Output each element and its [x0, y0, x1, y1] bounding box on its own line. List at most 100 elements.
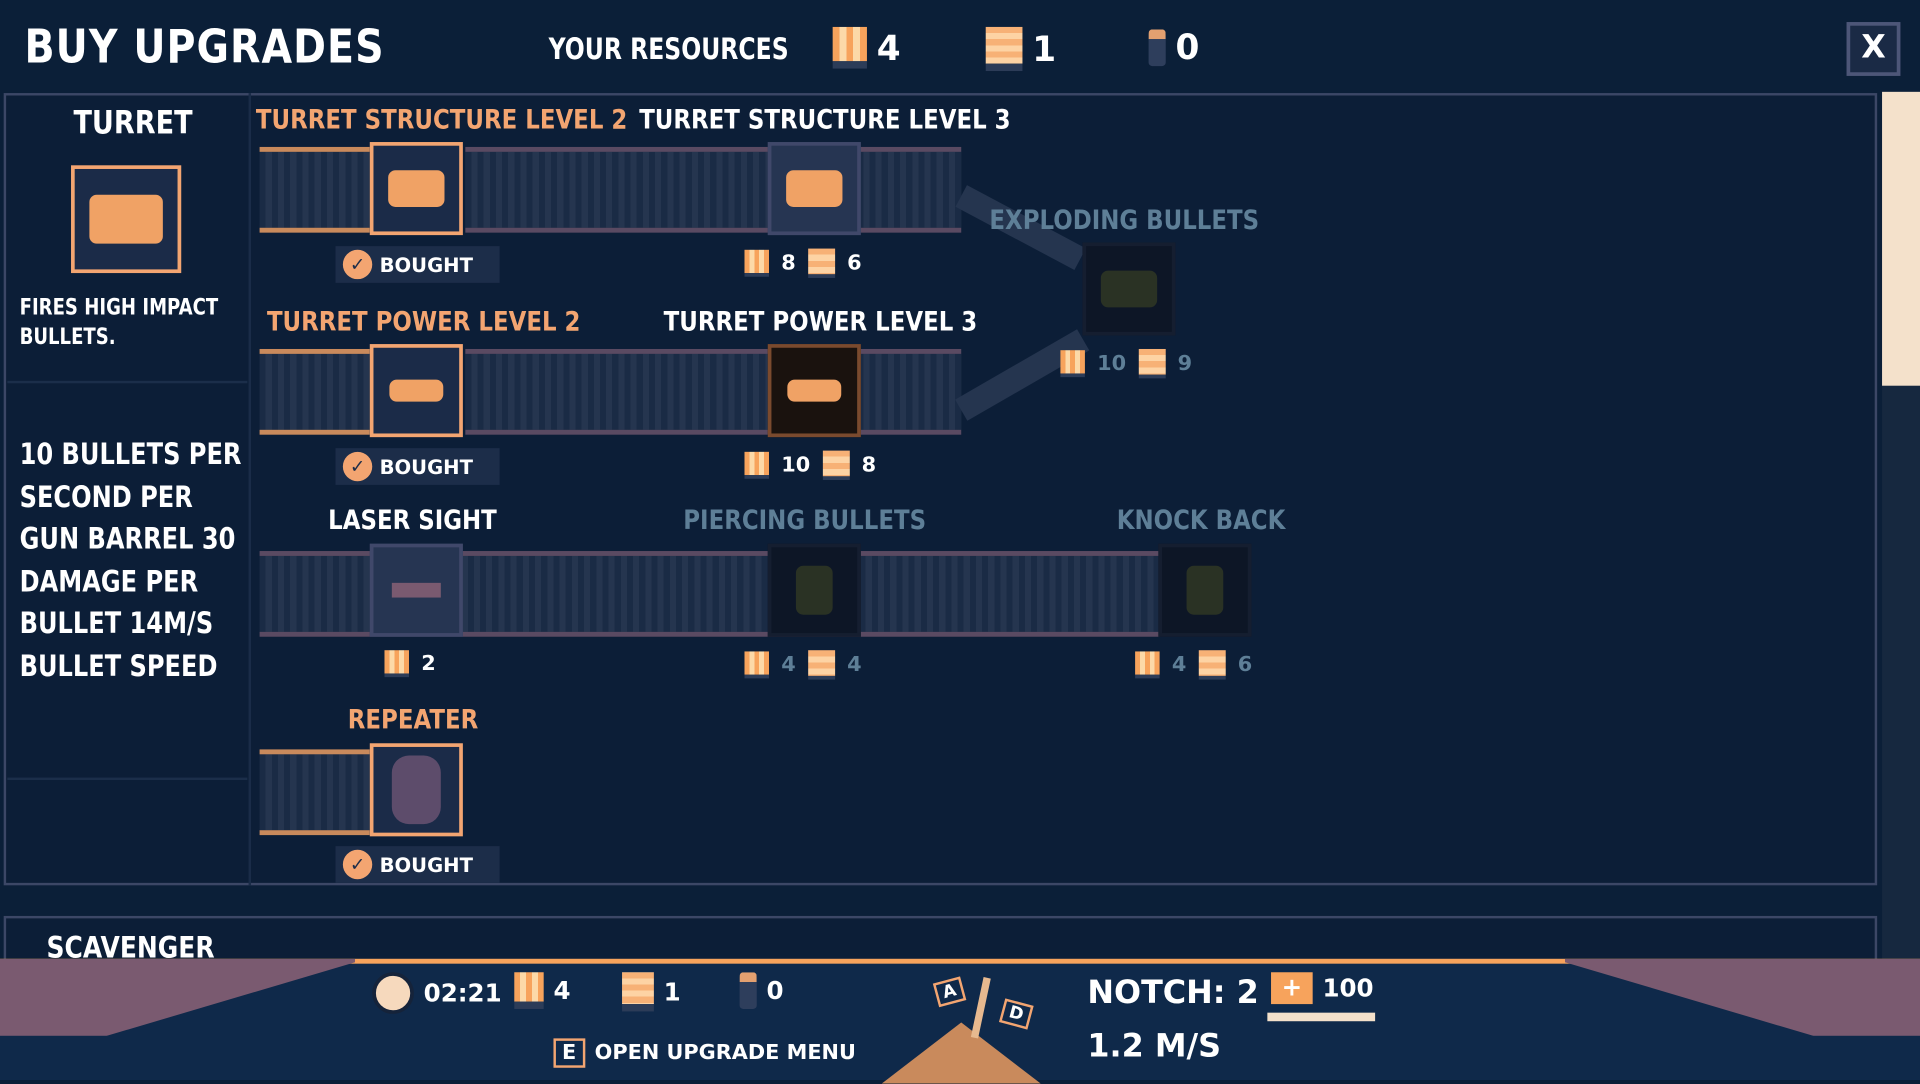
- rail: [259, 348, 370, 435]
- bullets-icon: [514, 972, 544, 1009]
- badge-label: BOUGHT: [379, 252, 473, 277]
- upgrade-title: TURRET STRUCTURE LEVEL 3: [639, 105, 1011, 136]
- upgrade-cost: 2: [384, 650, 436, 678]
- badge-label: BOUGHT: [379, 454, 473, 479]
- rail: [259, 146, 370, 233]
- upgrade-turret-power-3[interactable]: [767, 344, 861, 438]
- upgrade-laser-sight[interactable]: [369, 543, 463, 637]
- close-button[interactable]: X: [1846, 22, 1901, 76]
- cost-wood: 9: [1177, 351, 1193, 376]
- wood-value: 1: [663, 977, 681, 1007]
- wood-icon: [622, 972, 654, 1012]
- upgrade-turret-structure-2[interactable]: [369, 142, 463, 236]
- upgrade-cost: 10 8: [744, 450, 877, 481]
- upgrade-title: EXPLODING BULLETS: [989, 205, 1260, 237]
- check-icon: ✓: [342, 849, 373, 880]
- rail: [465, 348, 962, 435]
- turret-description: FIRES HIGH IMPACT BULLETS.: [19, 295, 219, 351]
- bullets-count: 4: [876, 27, 901, 68]
- wood-count: 1: [1032, 28, 1057, 70]
- upgrade-knock-back[interactable]: [1158, 543, 1252, 637]
- people-count: 0: [1175, 26, 1200, 68]
- wood-icon: [822, 450, 850, 481]
- wood-icon: [1198, 650, 1226, 680]
- upgrade-title: REPEATER: [347, 705, 479, 736]
- wood-icon: [1138, 348, 1166, 379]
- cost-bullets: 10: [781, 453, 811, 478]
- time-value: 02:21: [423, 978, 502, 1008]
- bullets-value: 4: [553, 975, 571, 1006]
- rail: [259, 749, 370, 836]
- turret-stats: 10 BULLETS PER SECOND PER GUN BARREL 30 …: [19, 437, 242, 683]
- turret-info: [4, 93, 252, 886]
- badge-label: BOUGHT: [379, 852, 473, 877]
- upgrade-piercing-bullets[interactable]: [767, 543, 861, 637]
- cost-wood: 8: [861, 453, 877, 478]
- turret-name: TURRET: [73, 105, 193, 143]
- bought-badge: ✓ BOUGHT: [335, 246, 500, 283]
- hud-health: +100: [1271, 972, 1374, 1005]
- cost-wood: 6: [1237, 652, 1253, 678]
- cost-wood: 6: [847, 251, 862, 276]
- page-title: BUY UPGRADES: [24, 19, 385, 74]
- health-bar: [1267, 1012, 1376, 1022]
- cost-bullets: 10: [1097, 351, 1127, 376]
- bought-badge: ✓ BOUGHT: [335, 448, 500, 485]
- upgrade-exploding-bullets[interactable]: [1082, 242, 1176, 336]
- turret-icon: [71, 165, 182, 274]
- upgrade-title: TURRET POWER LEVEL 2: [266, 307, 581, 338]
- upgrade-title: TURRET STRUCTURE LEVEL 2: [255, 105, 628, 136]
- wood-icon: [807, 650, 835, 680]
- upgrade-turret-power-2[interactable]: [369, 344, 463, 438]
- clock-icon: [372, 972, 414, 1014]
- bullets-icon: [832, 26, 867, 69]
- hud-bullets: 4: [514, 972, 571, 1009]
- check-icon: ✓: [342, 249, 373, 280]
- hud-people: 0: [739, 972, 784, 1009]
- bought-badge: ✓ BOUGHT: [335, 846, 500, 883]
- cost-bullets: 4: [1171, 652, 1187, 678]
- upgrade-title: LASER SIGHT: [328, 505, 497, 537]
- cost-bullets: 2: [421, 651, 436, 676]
- resource-wood: 1: [985, 26, 1057, 72]
- divider: [7, 380, 248, 384]
- wood-icon: [985, 26, 1023, 72]
- resources-label: YOUR RESOURCES: [548, 31, 789, 67]
- upgrade-title: PIERCING BULLETS: [683, 505, 927, 537]
- hud-timer: 02:21: [372, 972, 502, 1014]
- bullets-icon: [744, 451, 769, 479]
- scrollbar-thumb[interactable]: [1882, 91, 1920, 386]
- person-icon: [1148, 28, 1166, 66]
- e-key-icon: E: [553, 1038, 585, 1068]
- hud-wood: 1: [622, 972, 681, 1012]
- rail: [465, 146, 962, 233]
- bullets-icon: [744, 651, 769, 679]
- bullets-icon: [1060, 350, 1085, 378]
- upgrade-turret-structure-3[interactable]: [767, 142, 861, 236]
- cost-wood: 4: [847, 652, 862, 678]
- resource-bullets: 4: [832, 26, 901, 69]
- speed-label: 1.2 M/S: [1087, 1028, 1222, 1066]
- hint-label: OPEN UPGRADE MENU: [594, 1040, 856, 1066]
- health-value: 100: [1322, 973, 1374, 1003]
- cost-bullets: 4: [781, 652, 796, 678]
- bullets-icon: [1135, 651, 1160, 679]
- cost-bullets: 8: [781, 251, 796, 276]
- notch-label: NOTCH: 2: [1087, 974, 1259, 1012]
- resource-people: 0: [1148, 26, 1200, 68]
- upgrade-title: TURRET POWER LEVEL 3: [663, 307, 978, 338]
- people-value: 0: [766, 975, 784, 1006]
- upgrade-cost: 10 9: [1060, 348, 1193, 379]
- divider: [7, 777, 248, 781]
- check-icon: ✓: [342, 451, 373, 482]
- health-icon: +: [1271, 972, 1313, 1005]
- open-upgrade-hint[interactable]: E OPEN UPGRADE MENU: [553, 1038, 856, 1068]
- upgrade-repeater[interactable]: [369, 743, 463, 837]
- bullets-icon: [384, 650, 409, 678]
- bullets-icon: [744, 249, 769, 277]
- person-icon: [739, 972, 757, 1009]
